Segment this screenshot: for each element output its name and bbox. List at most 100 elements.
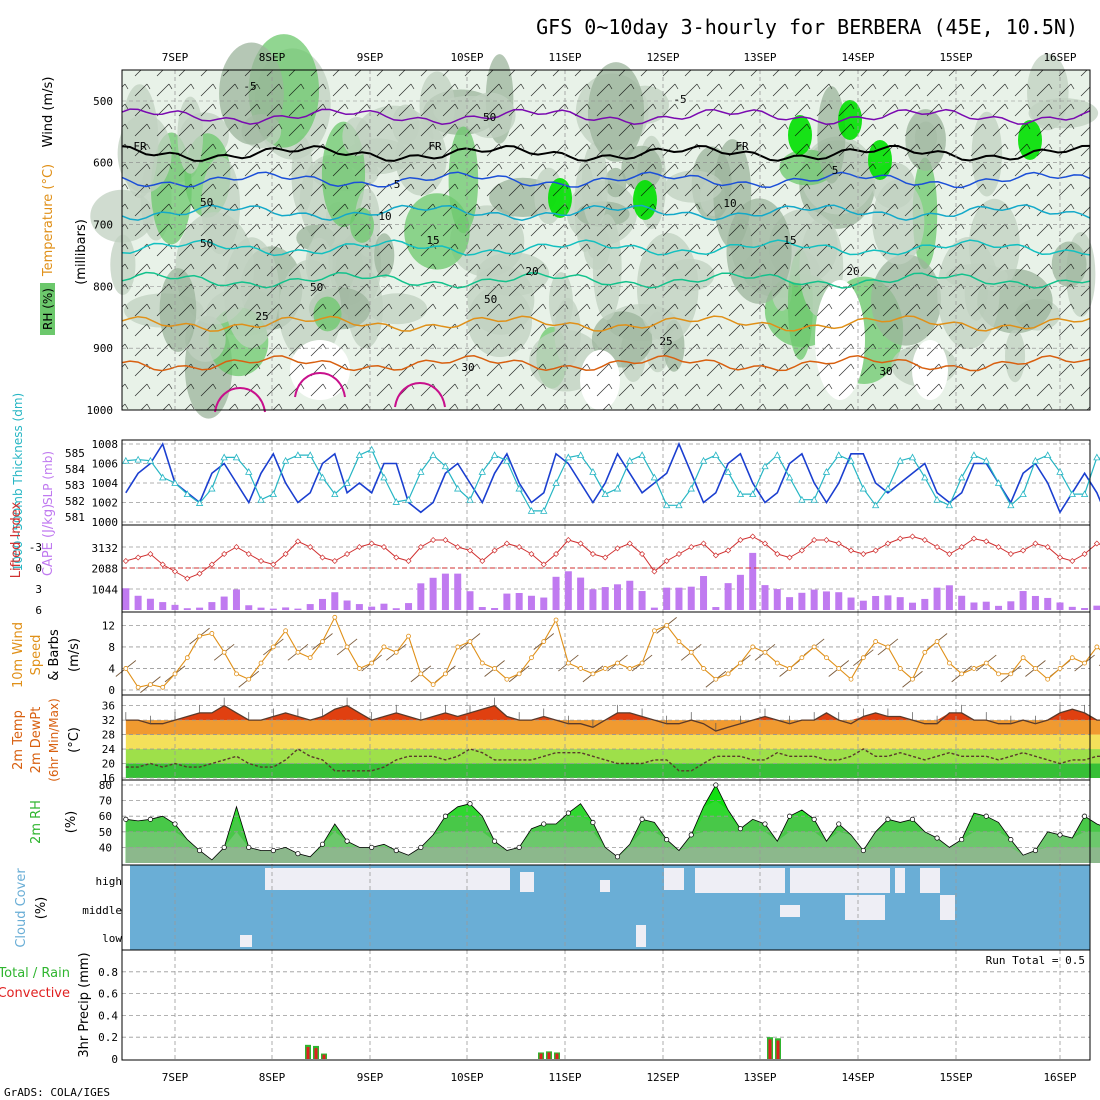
cape-bar — [749, 552, 757, 610]
isotherm-label: 5 — [832, 164, 839, 177]
thickness-point — [134, 455, 142, 463]
wind-speed-point — [1033, 666, 1038, 671]
thickness-point — [687, 484, 695, 492]
lifted-index-point — [958, 544, 965, 550]
temp-tick: 32 — [102, 714, 115, 727]
date-label-top: 10SEP — [450, 51, 483, 64]
li-tick: 0 — [35, 562, 42, 575]
rh-point — [639, 816, 645, 822]
lifted-index-point — [626, 540, 633, 547]
lifted-index-point — [516, 544, 523, 550]
isotherm-label: FR — [133, 140, 147, 153]
date-label-bottom: 16SEP — [1043, 1071, 1076, 1084]
thickness-point — [318, 473, 327, 481]
rh-tick: 70 — [99, 795, 112, 808]
wind-speed-point — [504, 676, 510, 682]
slp-thickness-panel: 1008 1006 1004 1002 1000 585 584 583 582 581 1000~… — [11, 393, 1100, 571]
lifted-index-point — [897, 535, 904, 542]
thickness-point — [343, 479, 351, 486]
isotherm-35 — [294, 372, 346, 398]
rh-point — [664, 837, 670, 843]
rh-point — [197, 847, 203, 854]
wind-speed-point — [1057, 666, 1063, 671]
rh-point — [319, 841, 326, 847]
temp-band — [125, 749, 1100, 764]
isotherm-label: 20 — [846, 265, 859, 278]
wind-speed-point — [651, 628, 657, 634]
lifted-index-point — [221, 551, 228, 557]
temp-band — [125, 763, 1100, 778]
rh-point — [246, 844, 252, 850]
isotherm-label: 30 — [461, 361, 474, 374]
precip-convective-bar — [306, 1047, 310, 1059]
rh-tick: 40 — [99, 841, 112, 854]
precip-convective-bar — [768, 1039, 772, 1059]
cloud-level-label: middle — [82, 904, 122, 917]
precip-tick: 0.4 — [98, 1009, 118, 1022]
cape-bar — [257, 607, 265, 610]
wind-speed-point — [270, 644, 276, 650]
rh-point — [1057, 832, 1063, 838]
cape-bar — [245, 605, 253, 610]
temp-area-hot — [125, 705, 1100, 721]
lifted-index-point — [614, 545, 621, 552]
isotherm-15 — [121, 239, 1091, 257]
cape-bar — [663, 587, 671, 610]
cape-bar — [638, 591, 646, 610]
rh-point — [614, 854, 621, 860]
cape-bar — [552, 576, 560, 610]
lifted-index-point — [762, 540, 768, 547]
isotherm-label: 15 — [783, 234, 796, 247]
cape-bar — [921, 598, 929, 610]
precip-legend-total: Total / Rain — [0, 966, 70, 981]
cape-bar — [1081, 608, 1089, 610]
wind-speed-point — [492, 666, 497, 671]
isotherm-label: 30 — [879, 365, 892, 378]
wind-speed-point — [246, 676, 252, 682]
rh-point — [688, 832, 694, 838]
cape-bar — [614, 584, 621, 610]
rh-point — [172, 821, 178, 827]
date-axes: 7SEP 7SEP 8SEP 8SEP 9SEP 9SEP 10SEP 10SEP 11SEP 1… — [162, 51, 1077, 1084]
wind-speed-point — [615, 660, 620, 666]
thickness-point — [478, 468, 486, 475]
cape-bar — [700, 576, 708, 610]
rh-point — [344, 838, 350, 844]
wind-speed-point — [553, 617, 559, 623]
wind-speed-point — [848, 676, 854, 682]
thickness-point — [1044, 451, 1052, 459]
slp-tick: 1004 — [92, 477, 119, 490]
thickness-point — [847, 456, 855, 464]
thickness-point — [699, 456, 708, 464]
pressure-tick: 900 — [93, 342, 113, 355]
rh-contour-label: 50 — [483, 111, 496, 124]
lifted-index-point — [454, 544, 461, 550]
cape-bar — [208, 602, 216, 610]
wind-speed-point — [971, 666, 977, 671]
lifted-index-point — [675, 551, 682, 557]
isotherm-label: 10 — [378, 210, 391, 223]
cape-bar — [491, 608, 499, 610]
lifted-index-point — [774, 551, 781, 557]
wind-speed-point — [529, 655, 534, 661]
thickness-point — [195, 499, 204, 506]
thickness-point — [564, 453, 573, 461]
thickness-point — [957, 473, 966, 481]
isotherm--5 — [121, 108, 1091, 125]
lifted-index-point — [208, 561, 215, 568]
isotherm-25 — [121, 315, 1091, 332]
lifted-index-point — [663, 558, 670, 564]
isotherm-label: 25 — [659, 335, 672, 348]
cape-bar — [1056, 602, 1064, 610]
thickness-point — [884, 484, 892, 492]
rh-point — [393, 847, 399, 854]
cape-bar — [503, 593, 511, 610]
isotherm-FR — [121, 144, 1091, 162]
wind-speed-point — [922, 649, 928, 655]
cape-bar — [982, 601, 990, 610]
lifted-index-point — [872, 547, 879, 554]
thickness-point — [1080, 490, 1089, 498]
lifted-index-point — [909, 533, 916, 540]
wind-speed-point — [738, 660, 743, 666]
clear-sky-region — [920, 868, 940, 893]
